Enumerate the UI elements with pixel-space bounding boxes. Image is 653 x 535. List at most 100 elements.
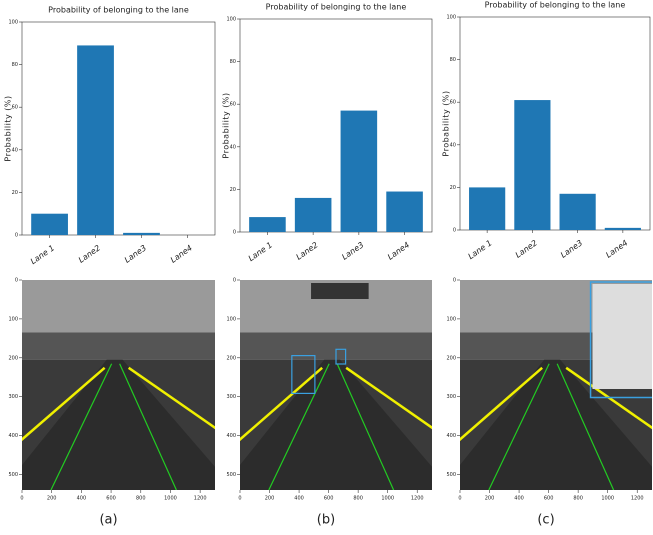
plot-frame [459, 16, 651, 231]
x-tick-label: 400 [514, 496, 524, 502]
y-tick-label: 500 [226, 472, 236, 478]
y-tick-label: 100 [446, 15, 456, 21]
y-tick-label: 40 [450, 142, 456, 148]
lane-green [50, 363, 113, 490]
lane-green [268, 363, 330, 490]
y-tick-label: 200 [8, 355, 18, 361]
bar [559, 193, 596, 230]
x-tick-label: 1000 [601, 496, 614, 502]
x-tick-label: 200 [265, 496, 275, 502]
x-tick-label: Lane4 [386, 240, 411, 261]
y-tick-label: 400 [446, 433, 456, 439]
lane-green [119, 363, 177, 490]
y-tick-label: 200 [446, 355, 456, 361]
y-tick-label: 0 [233, 230, 236, 236]
bar [294, 197, 332, 232]
y-tick-label: 0 [453, 278, 456, 284]
bar [249, 217, 286, 232]
y-tick-label: 400 [226, 433, 236, 439]
road [460, 359, 652, 490]
y-tick-label: 20 [230, 187, 236, 193]
road-image [460, 280, 652, 490]
detection-box [335, 348, 347, 365]
x-tick-label: Lane4 [604, 238, 629, 259]
y-tick-label: 100 [226, 17, 236, 23]
lane-yellow [345, 366, 432, 430]
x-tick-label: Lane 1 [247, 240, 274, 263]
road [22, 359, 215, 490]
y-tick-label: 20 [12, 190, 18, 196]
plot-frame [239, 18, 433, 233]
y-tick-label: 300 [226, 394, 236, 400]
truck [592, 284, 652, 389]
y-tick-label: 80 [12, 62, 18, 68]
y-tick-label: 20 [450, 185, 456, 191]
y-tick-label: 200 [226, 355, 236, 361]
x-tick-label: Lane2 [295, 240, 320, 261]
x-tick-label: Lane3 [559, 238, 584, 259]
chart-title: Probability of belonging to the lane [485, 1, 626, 10]
lane-green [336, 363, 395, 490]
lane-yellow [240, 366, 323, 442]
y-tick-label: 40 [230, 144, 236, 150]
trees [22, 332, 215, 360]
x-tick-label: 800 [353, 496, 363, 502]
y-tick-label: 100 [8, 20, 18, 26]
bar [386, 191, 423, 232]
bar [77, 45, 114, 236]
y-tick-label: 60 [450, 100, 456, 106]
y-tick-label: 0 [15, 233, 18, 239]
x-tick-label: 600 [106, 496, 116, 502]
lane-yellow [460, 366, 543, 442]
y-tick-label: 500 [446, 472, 456, 478]
y-tick-label: 100 [446, 316, 456, 322]
bar [31, 213, 68, 235]
y-tick-label: 100 [226, 316, 236, 322]
lane-yellow [127, 366, 215, 430]
y-tick-label: 0 [15, 278, 18, 284]
x-tick-label: Lane 1 [466, 238, 493, 261]
panel-label: (c) [537, 513, 554, 528]
lane-yellow [22, 366, 106, 442]
y-tick-label: 300 [8, 394, 18, 400]
x-tick-label: Lane2 [77, 243, 102, 264]
x-tick-label: Lane3 [340, 240, 365, 261]
x-tick-label: 0 [238, 496, 241, 502]
chart-title: Probability of belonging to the lane [266, 3, 407, 12]
lane-yellow [565, 366, 652, 430]
bar [123, 232, 160, 235]
x-tick-label: 600 [544, 496, 554, 502]
y-axis-label: Probability (%) [442, 90, 451, 156]
x-tick-label: 1000 [381, 496, 394, 502]
x-tick-label: 1200 [194, 496, 207, 502]
y-axis-label: Probability (%) [4, 95, 13, 161]
bar [514, 100, 551, 230]
x-tick-label: 0 [20, 496, 23, 502]
y-tick-label: 80 [450, 57, 456, 63]
lane-green [556, 363, 615, 490]
x-tick-label: 800 [136, 496, 146, 502]
y-tick-label: 300 [446, 394, 456, 400]
x-tick-label: 600 [324, 496, 334, 502]
y-tick-label: 40 [12, 147, 18, 153]
x-tick-label: 200 [485, 496, 495, 502]
y-tick-label: 60 [230, 102, 236, 108]
x-tick-label: Lane4 [169, 243, 194, 264]
x-tick-label: 400 [294, 496, 304, 502]
x-tick-label: 0 [458, 496, 461, 502]
y-tick-label: 100 [8, 316, 18, 322]
x-tick-label: Lane3 [123, 243, 148, 264]
x-tick-label: 1200 [411, 496, 424, 502]
detection-box [589, 281, 652, 399]
road [240, 359, 432, 490]
plot-frame [21, 21, 216, 236]
y-tick-label: 60 [12, 105, 18, 111]
bar [604, 227, 641, 230]
detection-box [291, 355, 316, 395]
y-tick-label: 400 [8, 433, 18, 439]
y-tick-label: 0 [453, 228, 456, 234]
panel-label: (a) [99, 513, 117, 528]
road-image [22, 280, 215, 490]
panel-label: (b) [317, 513, 335, 528]
